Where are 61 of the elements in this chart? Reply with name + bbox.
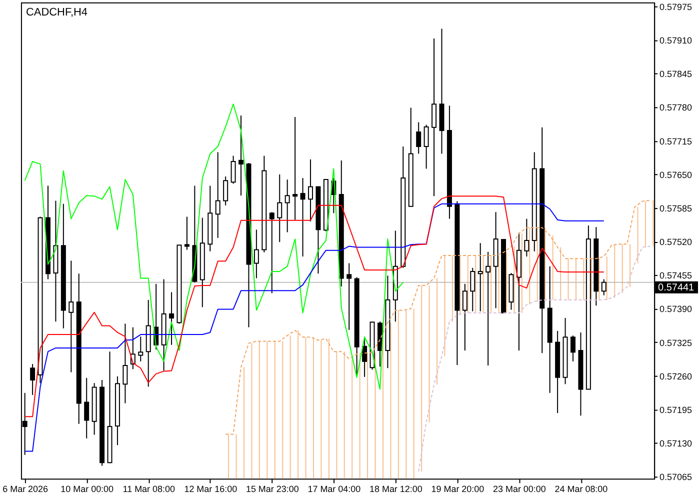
candlestick xyxy=(215,152,220,238)
line-series xyxy=(418,246,651,472)
candlestick xyxy=(362,336,368,378)
y-tick-label: 0.57130 xyxy=(660,438,692,449)
line-series xyxy=(24,196,604,418)
x-tick-label: 17 Mar 04:00 xyxy=(308,484,361,494)
candlestick xyxy=(292,116,298,220)
x-tick-label: 10 Mar 00:00 xyxy=(60,484,114,494)
y-tick-label: 0.57455 xyxy=(660,270,692,281)
x-tick-label: 11 Mar 08:00 xyxy=(122,484,175,494)
candlestick xyxy=(284,179,290,233)
candlestick xyxy=(478,242,483,312)
candlestick xyxy=(432,38,437,197)
x-tick-label: 6 Mar 2026 xyxy=(2,484,48,494)
y-tick-label: 0.57585 xyxy=(660,203,692,214)
y-tick-label: 0.57715 xyxy=(660,136,692,146)
candlestick xyxy=(570,335,576,362)
candlestick xyxy=(122,323,128,404)
candlestick xyxy=(184,216,190,250)
candlestick xyxy=(424,124,429,170)
candlestick xyxy=(601,278,606,296)
x-tick-label: 24 Mar 08:00 xyxy=(554,484,608,494)
ref-line-label: 0.57441 xyxy=(658,282,695,294)
candlestick xyxy=(269,212,274,294)
candlestick xyxy=(30,363,36,396)
x-tick-label: 15 Mar 23:00 xyxy=(246,484,299,494)
candlestick xyxy=(238,114,244,196)
x-tick-label: 23 Mar 00:00 xyxy=(493,484,546,494)
chart-title: CADCHF,H4 xyxy=(26,6,88,18)
y-tick-label: 0.57195 xyxy=(660,404,692,415)
y-tick-label: 0.57780 xyxy=(660,102,692,113)
candlestick xyxy=(254,229,259,279)
candlestick xyxy=(230,155,236,184)
candlestick xyxy=(308,158,313,222)
x-tick-label: 19 Mar 20:00 xyxy=(431,484,484,494)
y-tick-label: 0.57975 xyxy=(660,2,692,12)
candlestick xyxy=(524,218,530,258)
line-series xyxy=(24,203,604,452)
candlestick xyxy=(277,174,282,243)
candlestick xyxy=(138,336,144,362)
candlestick xyxy=(84,377,90,439)
x-tick-label: 12 Mar 16:00 xyxy=(184,484,238,494)
line-series xyxy=(24,104,404,390)
y-tick-label: 0.57910 xyxy=(660,36,692,46)
candlestick xyxy=(470,267,476,312)
y-tick-label: 0.57325 xyxy=(660,338,692,348)
x-tick-label: 18 Mar 12:00 xyxy=(369,484,422,494)
candlestick xyxy=(68,260,74,373)
candlestick xyxy=(462,283,468,352)
y-tick-label: 0.57260 xyxy=(660,371,692,382)
candlestick xyxy=(416,122,422,154)
y-tick-label: 0.57650 xyxy=(660,170,692,180)
candlestick xyxy=(346,262,352,330)
y-tick-label: 0.57390 xyxy=(660,304,692,314)
y-tick-label: 0.57065 xyxy=(660,472,692,482)
y-tick-label: 0.57845 xyxy=(660,69,692,80)
y-tick-label: 0.57520 xyxy=(660,237,692,248)
candlestick xyxy=(300,178,306,258)
candlestick xyxy=(486,251,491,366)
candlestick xyxy=(223,176,228,206)
candlestick xyxy=(169,292,174,346)
